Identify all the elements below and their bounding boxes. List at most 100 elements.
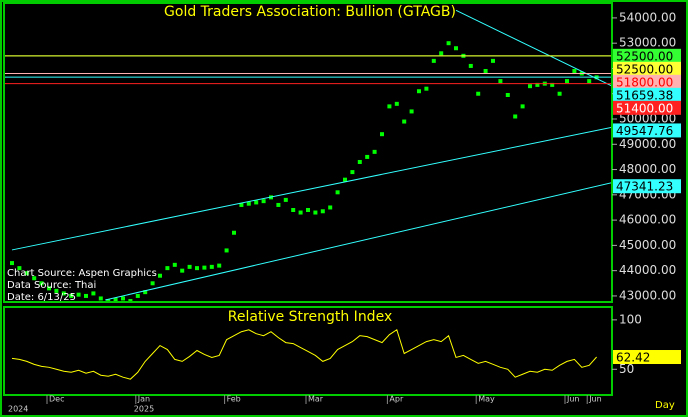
rsi-title: Relative Strength Index: [228, 309, 392, 325]
price-dot: [39, 281, 44, 286]
value-label-box: [613, 123, 681, 138]
x-unit: Day: [655, 400, 675, 411]
x-tick-label: Apr: [389, 395, 404, 404]
price-dot: [350, 170, 355, 175]
price-dot: [10, 261, 14, 266]
price-dot: [165, 266, 170, 271]
price-dot: [365, 154, 370, 159]
y-tick-label: 46000.00: [619, 213, 676, 227]
value-label: 52500.00: [616, 62, 673, 76]
price-dot: [106, 298, 111, 301]
rsi-panel: [3, 306, 613, 396]
price-dot: [557, 91, 562, 96]
price-dot: [550, 82, 555, 87]
value-label-box: [613, 74, 681, 89]
price-dot: [483, 68, 488, 73]
y-tick-label: 54000.00: [619, 10, 676, 24]
value-label-box: [613, 350, 681, 365]
price-dot: [402, 119, 407, 124]
price-dot: [150, 281, 155, 286]
price-panel: [3, 2, 613, 303]
price-dot: [335, 190, 340, 195]
y-tick-label: 43000.00: [619, 288, 676, 302]
price-dot: [439, 51, 444, 56]
price-dot: [217, 263, 222, 268]
price-dot: [380, 132, 384, 137]
y-tick-label: 53000.00: [619, 36, 676, 50]
price-dot: [54, 288, 59, 293]
y-tick-label: 50: [619, 362, 634, 376]
price-dot: [372, 149, 377, 154]
price-dot: [195, 266, 199, 271]
trend-line: [105, 182, 611, 301]
price-dot: [291, 208, 296, 212]
note: Chart Source: Aspen Graphics: [7, 268, 157, 279]
price-dot: [498, 79, 503, 84]
price-dot: [394, 101, 399, 106]
price-dot: [424, 86, 429, 91]
price-dot: [454, 46, 458, 51]
y-tick-label: 50000.00: [619, 112, 676, 126]
x-tick-label: Feb: [227, 395, 241, 404]
price-dot: [476, 91, 481, 96]
price-dot: [232, 230, 236, 235]
note: Date: 6/13/25: [7, 292, 76, 303]
price-dot: [24, 271, 29, 276]
y-tick-label: 48000.00: [619, 162, 676, 176]
price-dot: [313, 210, 318, 215]
y-tick-label: 45000.00: [619, 238, 676, 252]
value-label-box: [613, 100, 681, 115]
price-dot: [409, 109, 414, 114]
price-dot: [261, 199, 266, 204]
price-dot: [491, 58, 495, 63]
price-dot: [180, 268, 185, 273]
x-tick-label: Jun: [566, 395, 580, 404]
x-tick-label: May: [478, 395, 495, 404]
y-tick-label: 100: [619, 312, 642, 326]
price-dot: [328, 205, 333, 210]
value-label: 49547.76: [616, 124, 673, 138]
value-label: 47341.23: [616, 180, 673, 194]
price-dot: [47, 286, 51, 291]
price-dot: [535, 82, 540, 87]
value-label: 52500.00: [616, 49, 673, 63]
price-dot: [254, 200, 259, 205]
price-dot: [446, 41, 451, 46]
price-dot: [306, 208, 310, 212]
price-dot: [128, 298, 133, 301]
price-dot: [61, 291, 66, 296]
price-dot: [468, 63, 473, 68]
price-dot: [143, 290, 148, 295]
x-tick-label: Mar: [308, 395, 324, 404]
price-dot: [565, 79, 569, 84]
price-dot: [587, 79, 592, 84]
trend-line: [11, 126, 611, 251]
price-dot: [417, 89, 421, 94]
price-dot: [513, 114, 518, 119]
x-tick-label: Jan: [137, 395, 150, 404]
price-dot: [98, 296, 103, 301]
price-dot: [276, 202, 281, 207]
price-dot: [91, 291, 96, 296]
price-dot: [17, 266, 22, 271]
price-dot: [572, 68, 577, 73]
price-dot: [209, 264, 214, 269]
price-dot: [76, 292, 81, 297]
year-label: 2024: [8, 405, 28, 414]
value-label-box: [613, 61, 681, 76]
value-label: 51400.00: [616, 101, 673, 115]
price-dot: [84, 293, 88, 298]
price-dot: [239, 202, 244, 207]
y-tick-label: 44000.00: [619, 263, 676, 277]
price-dot: [298, 210, 303, 215]
value-label: 62.42: [616, 351, 650, 365]
price-dot: [224, 248, 229, 253]
price-dot: [520, 104, 525, 109]
chart-title: Gold Traders Association: Bullion (GTAGB…: [164, 4, 456, 20]
price-dot: [505, 93, 510, 97]
price-dot: [187, 264, 192, 269]
price-dot: [343, 177, 347, 182]
price-dot: [431, 58, 436, 63]
